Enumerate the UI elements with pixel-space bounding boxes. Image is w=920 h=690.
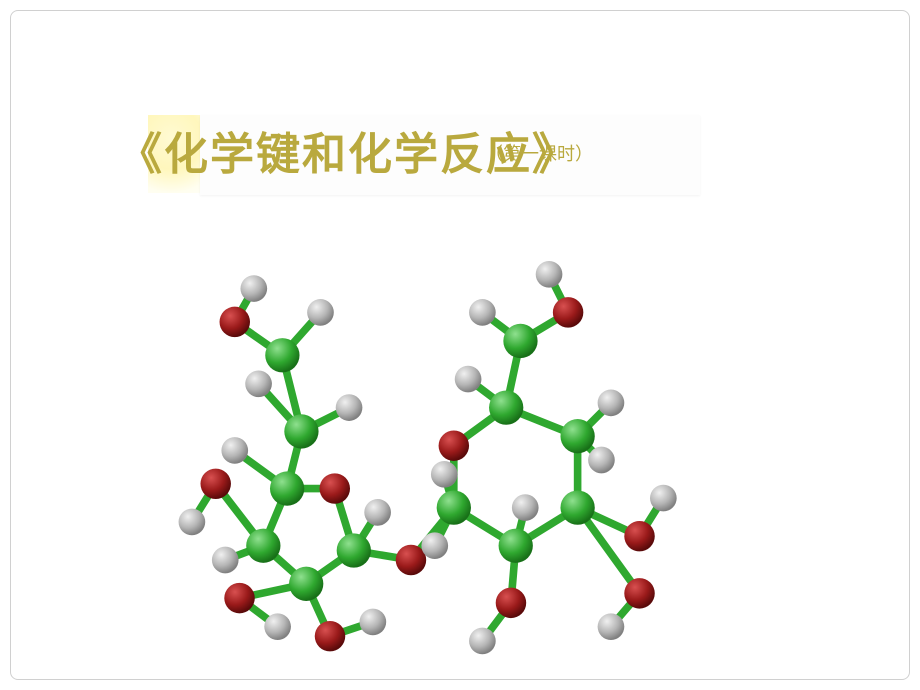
atom-c — [560, 490, 594, 524]
atom-c — [270, 471, 304, 505]
atom-h — [179, 509, 206, 536]
atom-o — [200, 469, 230, 499]
atom-c — [499, 529, 533, 563]
atom-h — [264, 613, 291, 640]
atom-h — [421, 532, 448, 559]
atom-h — [212, 547, 239, 574]
atom-h — [512, 494, 539, 521]
atom-c — [265, 338, 299, 372]
atom-c — [503, 324, 537, 358]
atom-h — [598, 390, 625, 417]
atom-o — [553, 297, 583, 327]
atom-h — [221, 437, 248, 464]
atoms-group — [179, 261, 677, 654]
atom-h — [307, 299, 334, 326]
atom-o — [224, 583, 254, 613]
atom-o — [624, 578, 654, 608]
slide-subtitle: （第一课时） — [485, 140, 593, 166]
molecule-diagram — [160, 260, 700, 660]
atom-h — [245, 370, 272, 397]
atom-o — [320, 473, 350, 503]
atom-c — [560, 419, 594, 453]
atom-h — [455, 366, 482, 393]
atom-o — [315, 621, 345, 651]
atom-c — [489, 390, 523, 424]
atom-h — [469, 299, 496, 326]
atom-o — [496, 588, 526, 618]
atom-h — [364, 499, 391, 526]
atom-h — [598, 613, 625, 640]
atom-h — [336, 394, 363, 421]
atom-c — [437, 490, 471, 524]
atom-o — [624, 521, 654, 551]
atom-h — [469, 628, 496, 655]
atom-h — [360, 609, 387, 636]
atom-h — [588, 447, 615, 474]
atom-h — [536, 261, 563, 288]
atom-c — [284, 414, 318, 448]
atom-c — [289, 567, 323, 601]
atom-h — [650, 485, 677, 512]
atom-o — [220, 307, 250, 337]
atom-o — [439, 430, 469, 460]
atom-o — [396, 545, 426, 575]
atom-c — [246, 529, 280, 563]
atom-h — [431, 461, 458, 488]
atom-c — [337, 533, 371, 567]
atom-h — [240, 275, 267, 302]
